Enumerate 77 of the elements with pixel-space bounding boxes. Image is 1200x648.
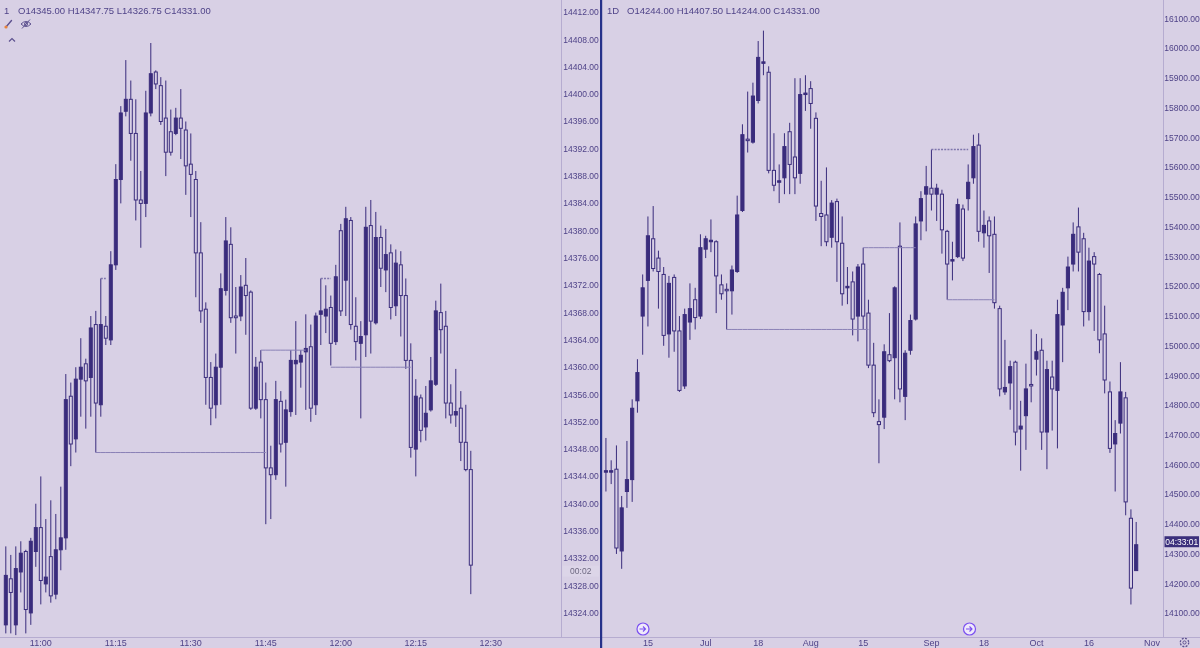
candlestick	[423, 385, 428, 442]
y-tick-label: 14340.00	[563, 498, 599, 509]
y-tick-label: 15000.00	[1164, 340, 1200, 351]
y-tick-label: 14900.00	[1164, 370, 1200, 381]
x-tick-label: 11:30	[179, 638, 202, 648]
y-tick-label: 14364.00	[563, 334, 599, 345]
y-tick-label: 14392.00	[563, 143, 599, 154]
text: O14345.00 H14347.75 L14326.75 C14331.00	[18, 4, 211, 16]
y-tick-label: 14376.00	[563, 253, 599, 263]
text: 1	[4, 4, 10, 16]
x-tick-label: 11:15	[104, 638, 127, 648]
y-tick-label: 14372.00	[563, 280, 599, 291]
text: O14244.00 H14407.50 L14244.00 C14331.00	[627, 4, 820, 16]
y-tick-label: 14384.00	[563, 198, 599, 209]
y-tick-label: 14300.00	[1164, 548, 1200, 559]
y-tick-label: 14412.00	[563, 7, 599, 18]
candlestick	[1065, 256, 1070, 311]
y-tick-label: 14700.00	[1164, 430, 1200, 441]
y-tick-label: 14380.00	[563, 225, 599, 236]
y-tick-label: 15400.00	[1164, 221, 1200, 232]
y-tick-label: 14500.00	[1164, 489, 1200, 500]
y-tick-label: 14400.00	[1164, 519, 1200, 530]
y-tick-label: 14404.00	[563, 61, 599, 72]
x-tick-label: Oct	[1029, 638, 1044, 648]
x-tick-label: 15	[642, 638, 653, 648]
y-tick-label: 14352.00	[563, 416, 599, 427]
x-tick-label: Sep	[923, 638, 940, 648]
y-tick-label: 15800.00	[1164, 102, 1200, 113]
y-tick-label: 15600.00	[1164, 162, 1200, 173]
candlestick	[188, 132, 193, 218]
y-tick-label: 14324.00	[563, 607, 599, 618]
x-tick-label: 18	[978, 638, 989, 648]
y-tick-label: 15100.00	[1164, 311, 1200, 322]
x-tick-label: 12:30	[479, 638, 503, 648]
x-tick-label: 15	[858, 638, 869, 648]
x-tick-label: Jul	[699, 638, 712, 648]
y-tick-label: 14100.00	[1164, 608, 1200, 619]
x-tick-label: 11:00	[29, 638, 52, 648]
y-tick-label: 15200.00	[1164, 281, 1200, 292]
y-tick-label: 14368.00	[563, 307, 599, 318]
y-tick-label: 15500.00	[1164, 192, 1200, 203]
y-tick-label: 14336.00	[563, 526, 599, 537]
candlestick	[966, 163, 971, 212]
candlestick	[1029, 328, 1034, 403]
y-tick-label: 14400.00	[563, 89, 599, 100]
x-tick-label: 18	[753, 638, 764, 648]
candlestick	[298, 349, 303, 389]
y-tick-label: 15900.00	[1164, 73, 1200, 84]
y-tick-label: 14388.00	[563, 171, 599, 182]
y-tick-label: 14328.00	[563, 580, 599, 591]
y-tick-label: 14344.00	[563, 471, 599, 482]
y-tick-label: 15300.00	[1164, 251, 1200, 262]
text: 1D	[607, 4, 620, 16]
y-tick-label: 14396.00	[563, 116, 599, 127]
y-tick-label: 14800.00	[1164, 400, 1200, 411]
x-tick-label: 16	[1083, 638, 1094, 648]
candlestick	[918, 190, 923, 241]
text: 04:33:01	[1165, 536, 1199, 547]
x-tick-label: Aug	[802, 638, 819, 648]
x-tick-label: 12:15	[404, 638, 428, 648]
x-tick-label: 12:00	[329, 638, 353, 648]
y-tick-label: 14356.00	[563, 389, 599, 400]
y-tick-label: 16000.00	[1164, 43, 1200, 54]
candlestick	[358, 320, 363, 419]
y-tick-label: 16100.00	[1164, 13, 1200, 24]
x-tick-label: 11:45	[254, 638, 277, 648]
y-tick-label: 14600.00	[1164, 459, 1200, 470]
y-tick-label: 15700.00	[1164, 132, 1200, 143]
text: 00:02	[570, 566, 592, 577]
candlestick	[178, 88, 183, 160]
y-tick-label: 14332.00	[563, 553, 599, 564]
y-tick-label: 14348.00	[563, 444, 599, 455]
candlestick	[876, 398, 881, 464]
x-tick-label: Nov	[1143, 638, 1161, 648]
y-tick-label: 14360.00	[563, 362, 599, 373]
y-tick-label: 14200.00	[1164, 578, 1200, 589]
y-tick-label: 14408.00	[563, 34, 599, 45]
